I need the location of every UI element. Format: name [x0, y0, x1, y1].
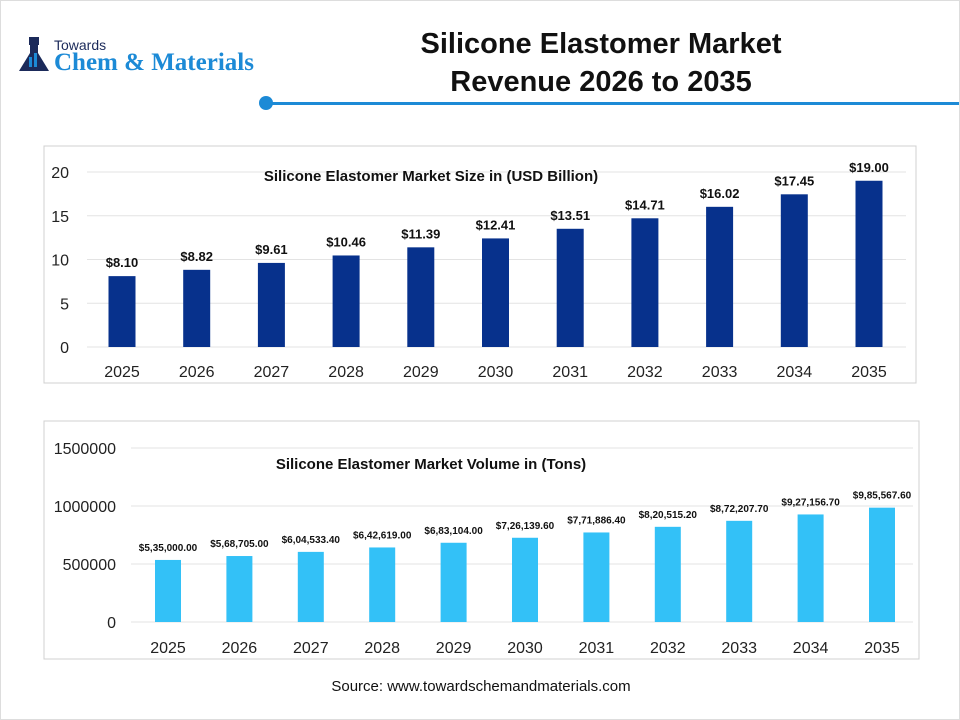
data-label: $8.10 [106, 255, 139, 270]
data-label: $8,20,515.20 [639, 510, 698, 521]
page-title: Silicone Elastomer Market Revenue 2026 t… [371, 25, 831, 101]
x-tick-label: 2035 [851, 364, 887, 381]
x-tick-label: 2034 [793, 640, 829, 657]
x-tick-label: 2030 [478, 364, 514, 381]
x-tick-label: 2027 [293, 640, 329, 657]
bar-2028 [369, 547, 396, 622]
data-label: $10.46 [326, 234, 366, 249]
chart-frame [43, 420, 920, 660]
x-tick-label: 2035 [864, 640, 900, 657]
bar-2030 [482, 238, 509, 347]
bar-2032 [654, 526, 681, 622]
x-tick-label: 2033 [702, 364, 738, 381]
y-tick-label: 5 [60, 296, 69, 313]
x-tick-label: 2029 [403, 364, 439, 381]
data-label: $7,26,139.60 [496, 521, 555, 532]
data-label: $9.61 [255, 242, 288, 257]
bar-2034 [797, 514, 824, 622]
bar-2029 [440, 542, 467, 622]
bar-2031 [583, 532, 610, 622]
y-tick-label: 20 [51, 165, 69, 182]
chart-title: Silicone Elastomer Market Size in (USD B… [264, 168, 598, 185]
data-label: $13.51 [550, 208, 590, 223]
title-line-1: Silicone Elastomer Market [420, 28, 782, 60]
data-label: $9,27,156.70 [781, 497, 840, 508]
x-tick-label: 2034 [777, 364, 813, 381]
flask-icon [19, 37, 49, 71]
x-tick-label: 2027 [254, 364, 290, 381]
bar-2035 [855, 180, 883, 347]
x-tick-label: 2025 [104, 364, 140, 381]
bar-2028 [332, 255, 360, 347]
x-tick-label: 2029 [436, 640, 472, 657]
bar-2025 [155, 559, 181, 622]
x-tick-label: 2032 [627, 364, 663, 381]
bar-2035 [869, 507, 895, 622]
data-label: $5,35,000.00 [139, 543, 198, 554]
bar-2033 [706, 206, 734, 347]
x-tick-label: 2028 [364, 640, 400, 657]
bar-2026 [183, 269, 211, 347]
accent-line [265, 102, 959, 105]
data-label: $17.45 [774, 173, 814, 188]
x-tick-label: 2031 [579, 640, 615, 657]
bar-2030 [512, 537, 538, 622]
bar-2034 [780, 194, 808, 347]
x-tick-label: 2028 [328, 364, 364, 381]
x-tick-label: 2031 [552, 364, 588, 381]
data-label: $14.71 [625, 197, 665, 212]
y-tick-label: 1500000 [54, 441, 116, 458]
data-label: $6,83,104.00 [424, 526, 483, 537]
data-label: $8.82 [180, 249, 213, 264]
x-tick-label: 2026 [222, 640, 258, 657]
x-tick-label: 2033 [721, 640, 757, 657]
y-tick-label: 0 [107, 615, 116, 632]
bar-2026 [226, 556, 253, 622]
bar-2033 [726, 520, 753, 622]
x-tick-label: 2032 [650, 640, 686, 657]
data-label: $6,04,533.40 [282, 535, 341, 546]
data-label: $9,85,567.60 [853, 491, 912, 502]
data-label: $11.39 [401, 226, 440, 241]
chart-title: Silicone Elastomer Market Volume in (Ton… [276, 456, 586, 473]
bar-2027 [257, 262, 285, 347]
data-label: $6,42,619.00 [353, 530, 412, 541]
source-text: Source: www.towardschemandmaterials.com [331, 678, 631, 695]
bar-2032 [631, 218, 659, 347]
logo-towards: Towards [54, 37, 107, 53]
y-tick-label: 10 [51, 253, 69, 270]
data-label: $16.02 [700, 186, 740, 201]
bar-2029 [407, 247, 435, 347]
bar-2031 [556, 228, 584, 347]
y-tick-label: 500000 [63, 557, 116, 574]
title-line-2: Revenue 2026 to 2035 [450, 66, 752, 98]
x-tick-label: 2026 [179, 364, 215, 381]
data-label: $8,72,207.70 [710, 504, 769, 515]
x-tick-label: 2030 [507, 640, 543, 657]
y-tick-label: 0 [60, 340, 69, 357]
y-tick-label: 15 [51, 209, 69, 226]
bar-2025 [108, 276, 136, 347]
y-tick-label: 1000000 [54, 499, 116, 516]
logo-chem-materials: Chem & Materials [54, 49, 254, 76]
data-label: $12.41 [476, 217, 516, 232]
x-tick-label: 2025 [150, 640, 186, 657]
data-label: $7,71,886.40 [567, 515, 626, 526]
bar-2027 [297, 551, 324, 622]
data-label: $19.00 [849, 160, 889, 175]
data-label: $5,68,705.00 [210, 539, 269, 550]
